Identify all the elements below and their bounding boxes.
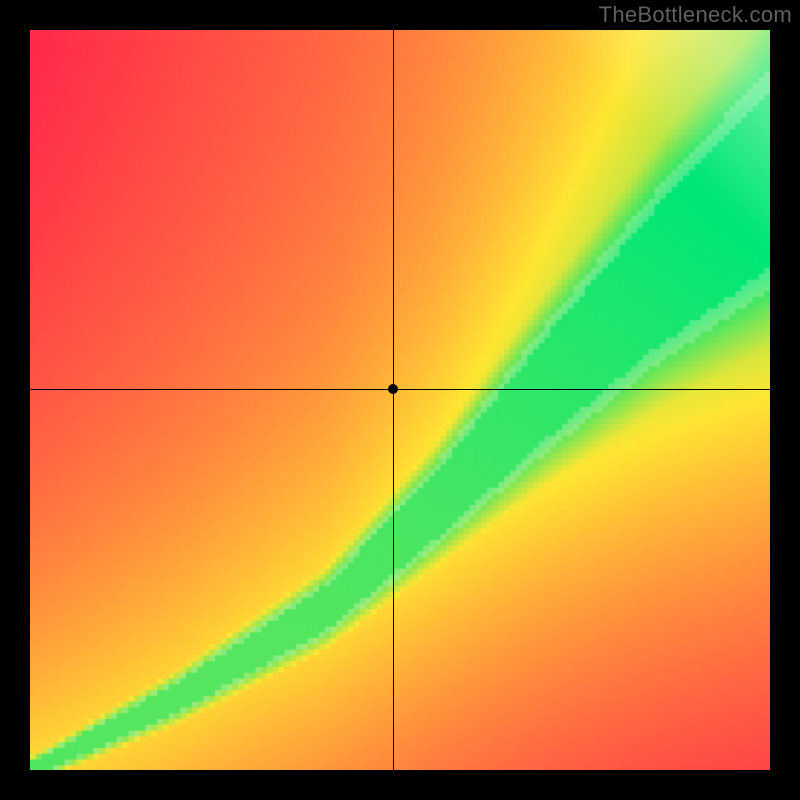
chart-container: TheBottleneck.com xyxy=(0,0,800,800)
heatmap-canvas xyxy=(30,30,770,770)
crosshair-vertical xyxy=(393,30,394,770)
watermark-label: TheBottleneck.com xyxy=(599,2,792,28)
crosshair-marker[interactable] xyxy=(388,384,398,394)
heatmap-plot xyxy=(30,30,770,770)
crosshair-horizontal xyxy=(30,389,770,390)
